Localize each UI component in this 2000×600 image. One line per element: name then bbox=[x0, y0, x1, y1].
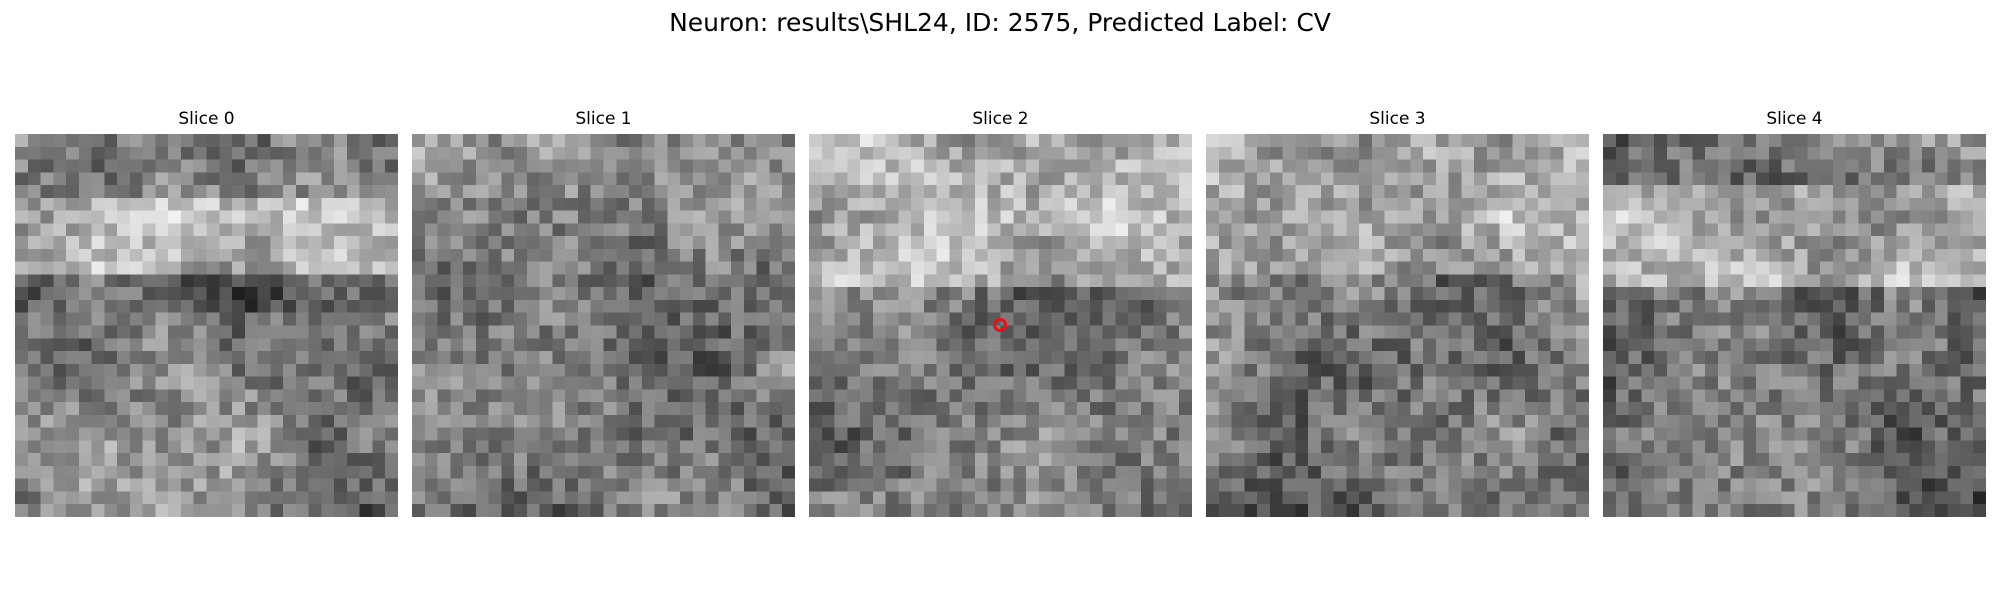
slice-panel-4: Slice 4 bbox=[1603, 108, 1986, 517]
slice-title: Slice 2 bbox=[972, 109, 1029, 129]
slice-image-3 bbox=[1206, 134, 1589, 517]
slice-panel-0: Slice 0 bbox=[15, 108, 398, 517]
slice-title: Slice 0 bbox=[178, 109, 235, 129]
slice-image-4 bbox=[1603, 134, 1986, 517]
slice-title: Slice 1 bbox=[575, 109, 632, 129]
figure-title: Neuron: results\SHL24, ID: 2575, Predict… bbox=[669, 8, 1331, 37]
slice-title: Slice 4 bbox=[1766, 109, 1823, 129]
slice-panel-2: Slice 2 bbox=[809, 108, 1192, 517]
center-marker bbox=[993, 318, 1007, 332]
slice-title: Slice 3 bbox=[1369, 109, 1426, 129]
slice-panel-3: Slice 3 bbox=[1206, 108, 1589, 517]
slice-image-1 bbox=[412, 134, 795, 517]
slice-panel-1: Slice 1 bbox=[412, 108, 795, 517]
slice-image-0 bbox=[15, 134, 398, 517]
